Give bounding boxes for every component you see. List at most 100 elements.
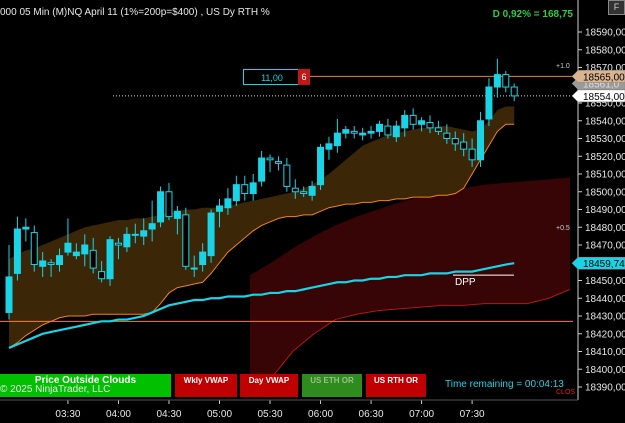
y-tick-label: 18470,00 — [585, 241, 625, 252]
plus-one-percent-label: +1.0 — [556, 63, 570, 70]
y-tick-label: 18480,00 — [585, 223, 625, 234]
candle-body — [375, 123, 383, 132]
candle-body — [216, 205, 223, 212]
dpp-label: DPP — [455, 277, 476, 288]
candle-body — [47, 262, 55, 266]
candle-body — [468, 148, 476, 161]
order-quantity[interactable]: 6 — [298, 69, 310, 85]
candle-body — [300, 191, 308, 195]
x-tick-label: 04:00 — [106, 409, 131, 420]
y-tick-label: 18550,00 — [585, 99, 625, 110]
candle-body — [56, 255, 64, 266]
vwap-price-label-bg — [571, 256, 625, 270]
candle-body — [13, 228, 21, 274]
candle-body — [392, 125, 400, 138]
y-tick-label: 18500,00 — [585, 187, 625, 198]
red-cloud — [250, 177, 570, 387]
candle-body — [418, 120, 426, 125]
chart-title: 000 05 Min (M)NQ April 11 (1%=200p=$400)… — [0, 7, 270, 18]
plus-half-percent-label: +0.5 — [556, 225, 570, 232]
candle-body — [502, 74, 510, 88]
candle-body — [30, 232, 38, 266]
candle-body — [274, 161, 282, 164]
candle-body — [493, 74, 501, 88]
chart-menu-button[interactable]: F — [608, 0, 625, 15]
x-tick-label: 03:30 — [55, 409, 80, 420]
candle-body — [359, 132, 367, 136]
candle-body — [131, 233, 139, 236]
candle-body — [165, 191, 173, 218]
candle-body — [89, 249, 97, 269]
candle-body — [325, 143, 333, 150]
x-tick-label: 05:00 — [207, 409, 232, 420]
y-tick-label: 18450,00 — [585, 276, 625, 287]
last-price-label-bg — [571, 89, 625, 103]
us-eth-or-button[interactable]: US ETH OR — [302, 374, 362, 397]
candle-body — [199, 251, 207, 266]
cloud-lower-line — [8, 123, 515, 349]
candle-body — [291, 187, 299, 193]
price-outside-clouds-button[interactable]: Price Outside Clouds — [0, 374, 171, 397]
candle-body — [258, 157, 266, 182]
copyright-text: © 2025 NinjaTrader, LLC — [0, 384, 111, 395]
close-label: CLOS — [556, 389, 575, 396]
candle-body — [173, 210, 181, 219]
vwap-price-label: 18459,74 — [583, 259, 625, 270]
y-tick-label: 18520,00 — [585, 152, 625, 163]
candle-body — [22, 226, 30, 230]
candle-body — [72, 251, 80, 257]
candle-body — [114, 242, 122, 246]
order-price-box[interactable]: 11,00 — [243, 69, 301, 85]
partial-price-label: 18561,0 — [583, 79, 620, 90]
y-tick-label: 18590,00 — [585, 28, 625, 39]
candle-body — [317, 146, 325, 186]
price-cloud — [9, 106, 515, 348]
y-tick-label: 18400,00 — [585, 365, 625, 376]
candle-body — [451, 138, 459, 145]
y-tick-label: 18410,00 — [585, 347, 625, 358]
day-vwap-button[interactable]: Day VWAP — [240, 374, 298, 397]
candle-body — [39, 260, 47, 267]
candle-body — [148, 223, 156, 230]
red-cloud-edge — [249, 288, 571, 388]
y-tick-label: 18390,00 — [585, 383, 625, 394]
candle-body — [224, 198, 232, 209]
candle-body — [283, 164, 291, 187]
y-tick-label: 18510,00 — [585, 170, 625, 181]
y-tick-label: 18540,00 — [585, 116, 625, 127]
candle-body — [333, 132, 341, 147]
y-tick-label: 18430,00 — [585, 312, 625, 323]
y-tick-label: 18570,00 — [585, 63, 625, 74]
order-price-label: 18565,00 — [583, 72, 625, 83]
candle-body — [477, 120, 485, 161]
candle-body — [5, 276, 13, 313]
x-tick-label: 06:30 — [359, 409, 384, 420]
y-tick-label: 18490,00 — [585, 205, 625, 216]
last-price-label: 18554,00 — [583, 92, 625, 103]
candle-body — [342, 129, 350, 134]
wkly-vwap-button[interactable]: Wkly VWAP — [175, 374, 237, 397]
x-tick-label: 05:30 — [258, 409, 283, 420]
candle-body — [157, 191, 165, 223]
candle-body — [409, 114, 417, 125]
candle-body — [232, 184, 240, 202]
candle-body — [308, 185, 316, 196]
candle-body — [460, 141, 468, 150]
us-rth-or-button[interactable]: US RTH OR — [366, 374, 426, 397]
candle-body — [123, 233, 131, 248]
y-tick-label: 18530,00 — [585, 134, 625, 145]
candle-body — [190, 267, 198, 270]
candle-body — [384, 125, 392, 136]
candle-body — [106, 239, 114, 280]
order-price-label-bg — [571, 70, 625, 83]
candle-body — [401, 114, 409, 129]
y-tick-label: 18580,00 — [585, 45, 625, 56]
candle-body — [64, 242, 72, 253]
y-tick-label: 18440,00 — [585, 294, 625, 305]
candle-body — [207, 212, 215, 257]
candle-body — [434, 127, 442, 132]
x-tick-label: 06:00 — [308, 409, 333, 420]
vwap-line — [8, 262, 515, 349]
candle-body — [182, 214, 190, 267]
